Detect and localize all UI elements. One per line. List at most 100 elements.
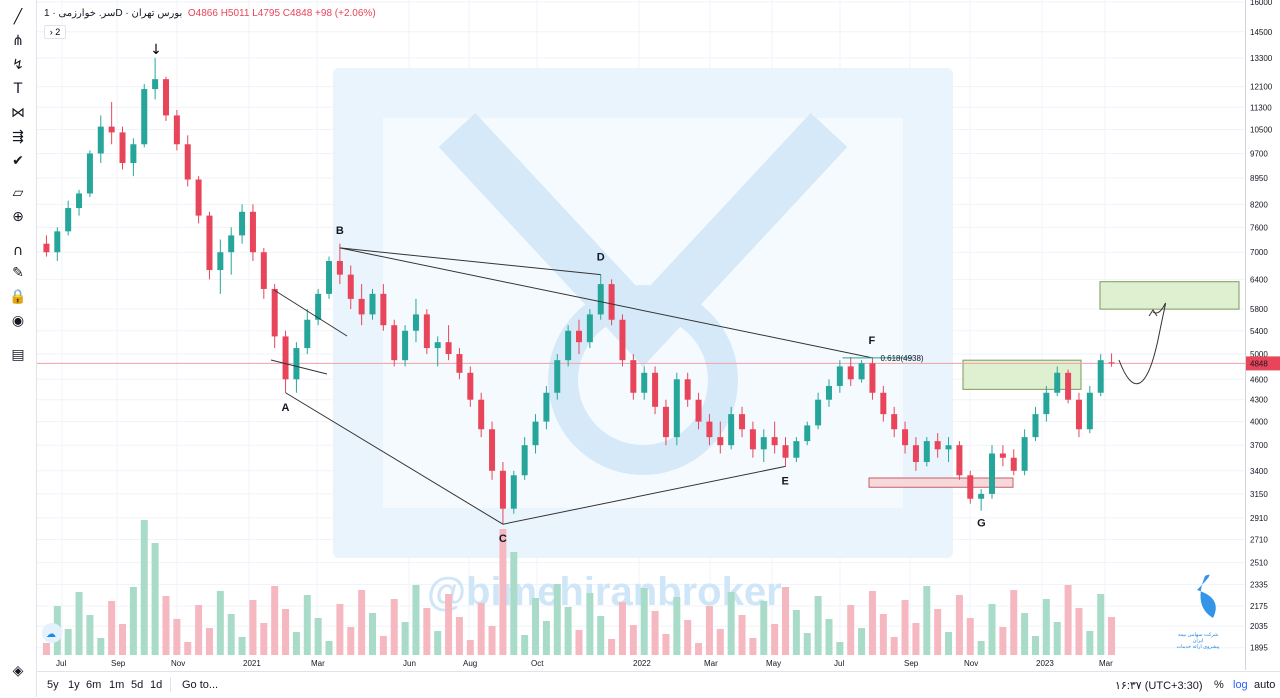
candle-body[interactable] [662,406,669,438]
candle-body[interactable] [1065,372,1072,400]
candle-body[interactable] [315,293,322,320]
candle-body[interactable] [456,354,463,373]
candle-body[interactable] [184,144,191,180]
candle-body[interactable] [945,445,952,450]
checkmark-icon[interactable]: ✔ [12,153,24,169]
candle-body[interactable] [239,211,246,236]
eye-icon[interactable]: ◉ [11,313,25,329]
zone-support[interactable] [868,477,1014,488]
trend-line-AC[interactable] [285,392,504,525]
candle-body[interactable] [608,284,615,320]
candle-body[interactable] [619,319,626,361]
candle-body[interactable] [728,414,735,446]
candle-body[interactable] [749,429,756,450]
candle-body[interactable] [271,288,278,337]
candle-body[interactable] [1097,360,1104,393]
candle-body[interactable] [967,475,974,499]
candle-body[interactable] [641,372,648,393]
candle-body[interactable] [369,293,376,315]
candle-body[interactable] [499,470,506,509]
candle-body[interactable] [760,437,767,450]
range-5y[interactable]: 5y [47,679,59,691]
price-chart[interactable]: @bimehiranbroker A B C D E F G 0.618(4938) ↓ Jul Se… [37,0,1245,670]
ruler-icon[interactable]: ▱ [12,185,24,201]
candle-body[interactable] [412,314,419,331]
goto-button[interactable]: Go to... [182,679,219,691]
candle-body[interactable] [173,115,180,145]
projection-icon[interactable]: ⇶ [12,129,24,145]
candle-body[interactable] [1086,392,1093,430]
candle-body[interactable] [586,314,593,343]
candle-body[interactable] [576,330,582,343]
chart-area[interactable]: @bimehiranbroker A B C D E F G 0.618(4938) ↓ Jul Se… [37,0,1245,670]
candle-body[interactable] [282,336,289,380]
candle-body[interactable] [858,363,865,380]
magnet-icon[interactable]: ∩ [12,243,24,259]
candle-body[interactable] [249,211,256,253]
candle-body[interactable] [434,342,441,349]
candle-body[interactable] [423,314,430,349]
candle-body[interactable] [793,441,800,458]
candle-body[interactable] [152,79,159,90]
candle-body[interactable] [771,437,778,446]
candle-body[interactable] [923,441,930,463]
range-1m[interactable]: 1m [109,679,125,691]
pitchfork-icon[interactable]: ⋔ [12,33,24,49]
candle-body[interactable] [130,144,137,163]
candle-body[interactable] [597,284,604,315]
timezone-clock[interactable]: ۱۶:۳۷ (UTC+3:30) [1115,680,1203,692]
trash-icon[interactable]: ▤ [11,347,25,363]
candle-body[interactable] [260,252,267,289]
candle-body[interactable] [162,79,169,116]
candle-body[interactable] [445,342,452,355]
candle-body[interactable] [630,360,637,393]
legend-symbol[interactable]: سر. خوارزمی [58,8,116,19]
channel-line-lower[interactable] [270,359,328,375]
zone-resistance[interactable] [962,359,1082,390]
candle-body[interactable] [891,414,898,430]
projection-curve[interactable] [1118,302,1166,385]
candle-body[interactable] [695,399,702,422]
legend-interval[interactable]: 1D [44,8,123,19]
candle-body[interactable] [543,392,550,422]
candle-body[interactable] [554,360,561,393]
candle-body[interactable] [119,132,126,163]
candle-body[interactable] [304,319,311,349]
candle-body[interactable] [97,126,104,154]
candle-body[interactable] [336,260,343,275]
trend-line-BD[interactable] [339,247,601,276]
price-axis[interactable]: 16000 14500 13300 12100 11300 10500 9700 8950 82… [1245,0,1280,670]
candle-body[interactable] [76,193,83,209]
path-icon[interactable]: ↯ [12,57,24,73]
channel-line-upper[interactable] [273,289,348,337]
candle-body[interactable] [652,372,659,407]
candle-body[interactable] [956,445,963,476]
candle-body[interactable] [1043,392,1050,415]
range-6m[interactable]: 6m [86,679,102,691]
candle-body[interactable] [347,274,354,299]
xabcd-pattern-icon[interactable]: ⋈ [11,105,25,121]
candle-body[interactable] [195,179,202,216]
trend-line-BF[interactable] [339,247,873,359]
candle-body[interactable] [684,379,691,400]
candle-body[interactable] [510,475,517,509]
candle-body[interactable] [293,348,300,380]
candle-body[interactable] [380,293,387,326]
candle-body[interactable] [217,252,224,271]
candle-body[interactable] [869,363,876,393]
candle-body[interactable] [836,366,843,386]
percent-toggle[interactable]: % [1214,679,1224,691]
candle-body[interactable] [717,437,724,446]
candle-body[interactable] [326,260,333,294]
candle-body[interactable] [65,208,72,232]
trend-line-CE[interactable] [502,465,786,525]
candle-body[interactable] [478,399,485,430]
layers-icon[interactable]: ◈ [12,663,24,679]
candle-body[interactable] [782,445,789,458]
candle-body[interactable] [999,453,1006,458]
range-1y[interactable]: 1y [68,679,80,691]
range-5d[interactable]: 5d [131,679,144,691]
candle-body[interactable] [489,429,496,471]
candle-body[interactable] [673,379,680,438]
candle-body[interactable] [1010,457,1017,471]
